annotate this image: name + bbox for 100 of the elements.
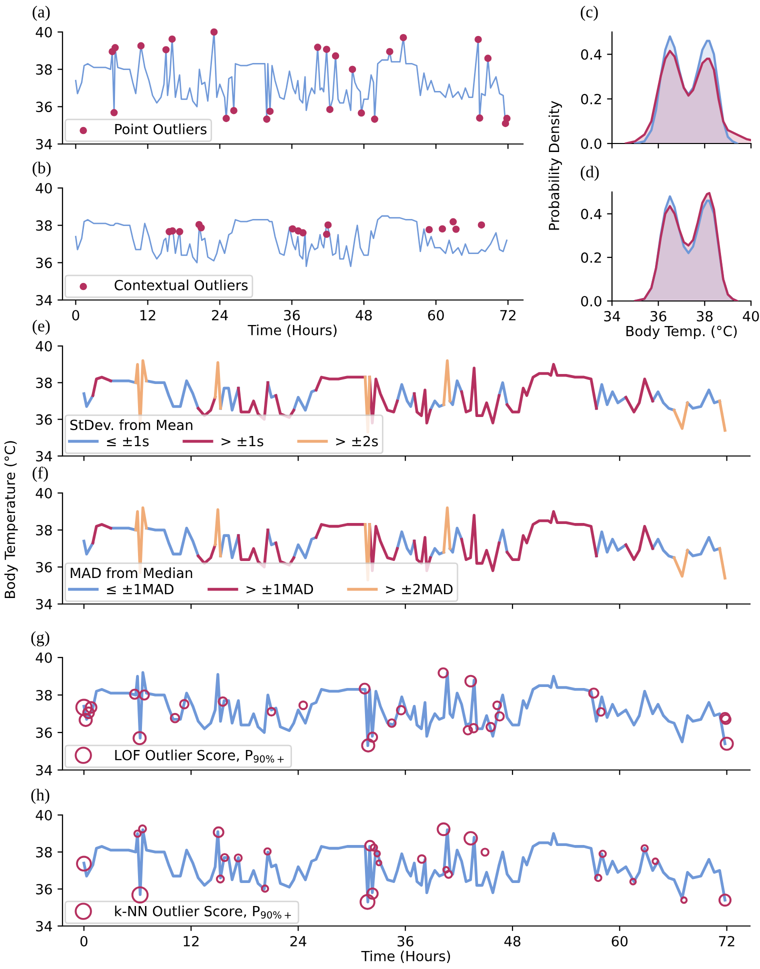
legend-label: ≤ ±1s [107, 436, 149, 446]
chart-title: (h) [31, 788, 50, 804]
point [452, 226, 460, 233]
x-tick-label: 36 [650, 310, 666, 322]
point [299, 229, 307, 236]
y-tick-label: 34 [36, 138, 52, 150]
y-axis-title: Probability Density [548, 100, 562, 230]
x-tick-label: 12 [140, 310, 156, 320]
x-tick-label: 72 [500, 310, 516, 320]
point [222, 114, 230, 122]
point [324, 221, 332, 229]
x-tick-label: 60 [428, 310, 444, 320]
y-tick-label: 0.2 [581, 94, 601, 104]
y-axis-title: Body Temperature (°C) [4, 441, 18, 598]
point [210, 28, 218, 36]
x-tick-label: 72 [719, 936, 734, 946]
y-tick-label: 34 [36, 764, 52, 776]
legend-label: Point Outliers [115, 124, 206, 134]
point [386, 48, 394, 56]
point [371, 116, 378, 123]
x-axis-title: Time (Hours) [248, 324, 337, 337]
legend-label: > ±1MAD [246, 584, 313, 594]
chart-title: (c) [580, 6, 598, 21]
point [400, 34, 407, 42]
y-tick-label: 0.2 [581, 252, 601, 263]
y-tick-label: 34 [36, 450, 52, 462]
point [176, 228, 184, 236]
point [358, 109, 366, 117]
point [110, 109, 118, 116]
y-tick-label: 38 [36, 378, 52, 388]
x-tick-label: 60 [612, 936, 628, 946]
legend-title: MAD from Median [70, 567, 192, 578]
y-tick-label: 36 [36, 562, 52, 572]
x-axis-title: Time (Hours) [361, 950, 450, 963]
x-tick-label: 0 [72, 310, 80, 320]
x-tick-label: 34 [604, 310, 620, 322]
x-tick-label: 0 [80, 936, 88, 946]
y-tick-label: 36 [36, 727, 52, 738]
legend-label: > ±1s [222, 436, 264, 446]
y-tick-label: 38 [36, 846, 52, 858]
series-label: k-NN Outlier Score, P$_{90%+}$ [115, 906, 291, 919]
x-tick-label: 38 [696, 310, 713, 322]
y-tick-label: 0.0 [581, 138, 602, 149]
point [438, 225, 446, 233]
point [112, 44, 119, 52]
legend-label: > ±2MAD [386, 584, 453, 594]
y-tick-label: 34 [36, 598, 52, 610]
y-tick-label: 40 [36, 26, 52, 38]
y-tick-label: 0.0 [581, 296, 602, 306]
y-tick-label: 38 [36, 220, 52, 231]
point [263, 116, 270, 123]
point [230, 106, 238, 114]
y-tick-label: 36 [36, 414, 52, 425]
point [162, 46, 170, 54]
point [314, 44, 322, 51]
point [474, 36, 482, 44]
y-tick-label: 0.4 [581, 208, 602, 220]
legend-title: StDev. from Mean [70, 419, 192, 430]
legend-label: LOF Outlier Score, P$_{90%+}$ [115, 750, 284, 763]
point [266, 108, 274, 115]
y-tick-label: 38 [36, 524, 52, 536]
point [426, 226, 433, 234]
y-tick-label: 40 [36, 340, 52, 352]
y-tick-label: 38 [36, 690, 52, 700]
y-tick-label: 40 [36, 182, 52, 194]
point [322, 46, 330, 53]
chart-title: (f) [32, 466, 48, 482]
x-tick-label: 36 [284, 310, 300, 320]
y-tick-label: 36 [36, 884, 52, 894]
chart-title: (d) [580, 166, 599, 181]
chart-title: (g) [31, 631, 50, 646]
point [137, 42, 145, 50]
y-tick-label: 40 [36, 810, 52, 820]
y-tick-label: 0.4 [581, 49, 602, 60]
legend-label: > ±2s [336, 436, 378, 446]
chart-title: (a) [32, 6, 50, 21]
legend-label: Contextual Outliers [114, 280, 248, 290]
point [503, 114, 511, 122]
point [326, 106, 334, 114]
x-tick-label: 12 [184, 936, 199, 946]
point [348, 66, 356, 73]
x-tick-label: 48 [356, 310, 372, 320]
x-tick-label: 36 [398, 936, 414, 946]
legend-label: ≤ ±1MAD [107, 584, 174, 594]
chart-title: (b) [32, 162, 51, 177]
point [478, 221, 486, 229]
y-tick-label: 38 [36, 64, 52, 75]
point [198, 224, 205, 232]
y-tick-label: 34 [36, 920, 52, 932]
line-series [75, 215, 508, 268]
point [168, 35, 176, 43]
point [450, 218, 457, 226]
y-tick-label: 40 [36, 488, 52, 498]
point [332, 52, 340, 60]
x-tick-label: 24 [290, 936, 306, 946]
x-tick-label: 48 [504, 936, 520, 946]
x-tick-label: 40 [742, 310, 759, 322]
y-tick-label: 36 [36, 258, 52, 268]
x-axis-title: Body Temp. (°C) [626, 326, 737, 339]
y-tick-label: 36 [36, 102, 52, 112]
